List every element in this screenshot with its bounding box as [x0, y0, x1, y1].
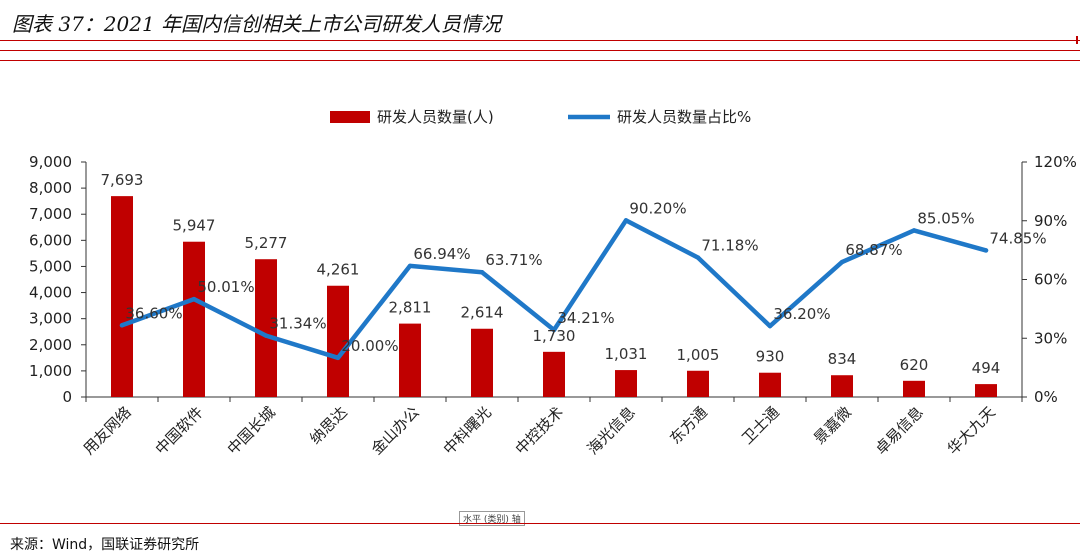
x-category-label: 用友网络 [80, 403, 135, 458]
line-value-label: 71.18% [701, 237, 758, 255]
bar-value-label: 5,277 [245, 234, 288, 252]
bar-value-label: 5,947 [173, 217, 216, 235]
bar-0 [111, 196, 133, 397]
x-category-label: 华大九天 [944, 403, 999, 458]
y-left-tick-label: 6,000 [29, 231, 72, 249]
line-point-4 [407, 263, 413, 269]
y-left-tick-label: 1,000 [29, 362, 72, 380]
bar-7 [615, 370, 637, 397]
bar-value-label: 4,261 [317, 261, 360, 279]
bar-2 [255, 259, 277, 397]
x-category-label: 卓易信息 [872, 403, 927, 458]
line-point-9 [767, 323, 773, 329]
line-value-label: 66.94% [413, 245, 470, 263]
bar-11 [903, 380, 925, 397]
line-point-5 [479, 270, 485, 275]
x-category-label: 纳思达 [306, 403, 351, 448]
bar-value-label: 1,005 [677, 346, 720, 364]
y-right-tick-label: 0% [1034, 388, 1058, 406]
y-left-tick-label: 0 [62, 388, 72, 406]
y-left-tick-label: 4,000 [29, 284, 72, 302]
line-point-8 [695, 255, 701, 260]
line-point-1 [191, 296, 197, 302]
y-left-tick-label: 8,000 [29, 179, 72, 197]
y-right-tick-label: 120% [1034, 153, 1077, 171]
y-left-tick-label: 9,000 [29, 153, 72, 171]
figure-title: 图表 37：2021 年国内信创相关上市公司研发人员情况 [12, 12, 502, 36]
y-right-tick-label: 60% [1034, 271, 1067, 289]
bar-value-label: 2,811 [389, 299, 432, 317]
title-rule-middle [0, 50, 1080, 51]
y-left-tick-label: 3,000 [29, 310, 72, 328]
x-category-label: 中科曙光 [440, 403, 495, 458]
line-point-6 [551, 327, 557, 333]
y-right-tick-label: 90% [1034, 212, 1067, 230]
line-point-12 [983, 248, 989, 253]
line-point-10 [839, 259, 845, 265]
legend-bar-swatch [330, 111, 370, 123]
y-right-tick-label: 30% [1034, 329, 1067, 347]
bar-value-label: 1,031 [605, 345, 648, 363]
x-category-label: 中控技术 [512, 403, 567, 458]
line-value-label: 90.20% [629, 199, 686, 217]
line-value-label: 31.34% [269, 315, 326, 333]
line-value-label: 34.21% [557, 309, 614, 327]
y-left-tick-label: 5,000 [29, 257, 72, 275]
x-category-label: 海光信息 [584, 403, 639, 458]
bar-value-label: 620 [900, 356, 929, 374]
bar-value-label: 930 [756, 348, 785, 366]
bar-5 [471, 328, 493, 397]
source-rule [0, 523, 1080, 524]
line-series [119, 218, 989, 361]
line-point-11 [911, 228, 917, 233]
legend-line-label: 研发人员数量占比% [617, 108, 751, 126]
title-rule-top [0, 40, 1080, 41]
line-value-label: 36.60% [125, 304, 182, 322]
bar-12 [975, 384, 997, 397]
legend: 研发人员数量(人) 研发人员数量占比% [330, 108, 751, 126]
x-category-label: 金山办公 [368, 403, 423, 458]
x-category-label: 中国长城 [224, 403, 279, 458]
bar-value-label: 494 [972, 359, 1001, 377]
line-value-label: 85.05% [917, 209, 974, 227]
line-value-label: 36.20% [773, 305, 830, 323]
line-value-label: 50.01% [197, 278, 254, 296]
bar-value-label: 834 [828, 350, 857, 368]
bar-8 [687, 370, 709, 397]
title-rule-bottom [0, 60, 1080, 61]
axes: 0 1,000 2,000 3,000 4,000 5,000 6,000 7,000 8,00… [29, 153, 1077, 458]
line-point-2 [263, 333, 269, 338]
line-point-7 [623, 218, 629, 223]
x-category-label: 中国软件 [152, 403, 207, 458]
y-left-tick-label: 7,000 [29, 205, 72, 223]
x-category-label: 卫士通 [738, 403, 783, 448]
legend-bar-label: 研发人员数量(人) [377, 108, 494, 126]
line-point-3 [335, 355, 341, 361]
bar-4 [399, 323, 421, 397]
line-value-label: 68.87% [845, 241, 902, 259]
bar-3 [327, 285, 349, 397]
bar-9 [759, 372, 781, 397]
bar-value-label: 2,614 [461, 304, 504, 322]
line-value-label: 63.71% [485, 251, 542, 269]
bar-series [111, 196, 997, 397]
line-value-label: 20.00% [341, 337, 398, 355]
line-point-0 [119, 323, 125, 328]
bar-1 [183, 241, 205, 397]
bar-10 [831, 375, 853, 397]
title-rule-tick [1076, 36, 1078, 44]
source-note: 来源：Wind，国联证券研究所 [10, 537, 200, 553]
x-category-label: 景嘉微 [810, 403, 855, 448]
bar-value-label: 1,730 [533, 327, 576, 345]
bar-value-label: 7,693 [101, 171, 144, 189]
bar-6 [543, 351, 565, 397]
line-value-label: 74.85% [989, 229, 1046, 247]
data-labels: 7,693 5,947 5,277 4,261 2,811 2,614 1,730 1,031… [101, 171, 1047, 377]
axis-tooltip: 水平 (类别) 轴 [459, 511, 525, 526]
x-category-label: 东方通 [666, 403, 711, 448]
y-left-tick-label: 2,000 [29, 336, 72, 354]
